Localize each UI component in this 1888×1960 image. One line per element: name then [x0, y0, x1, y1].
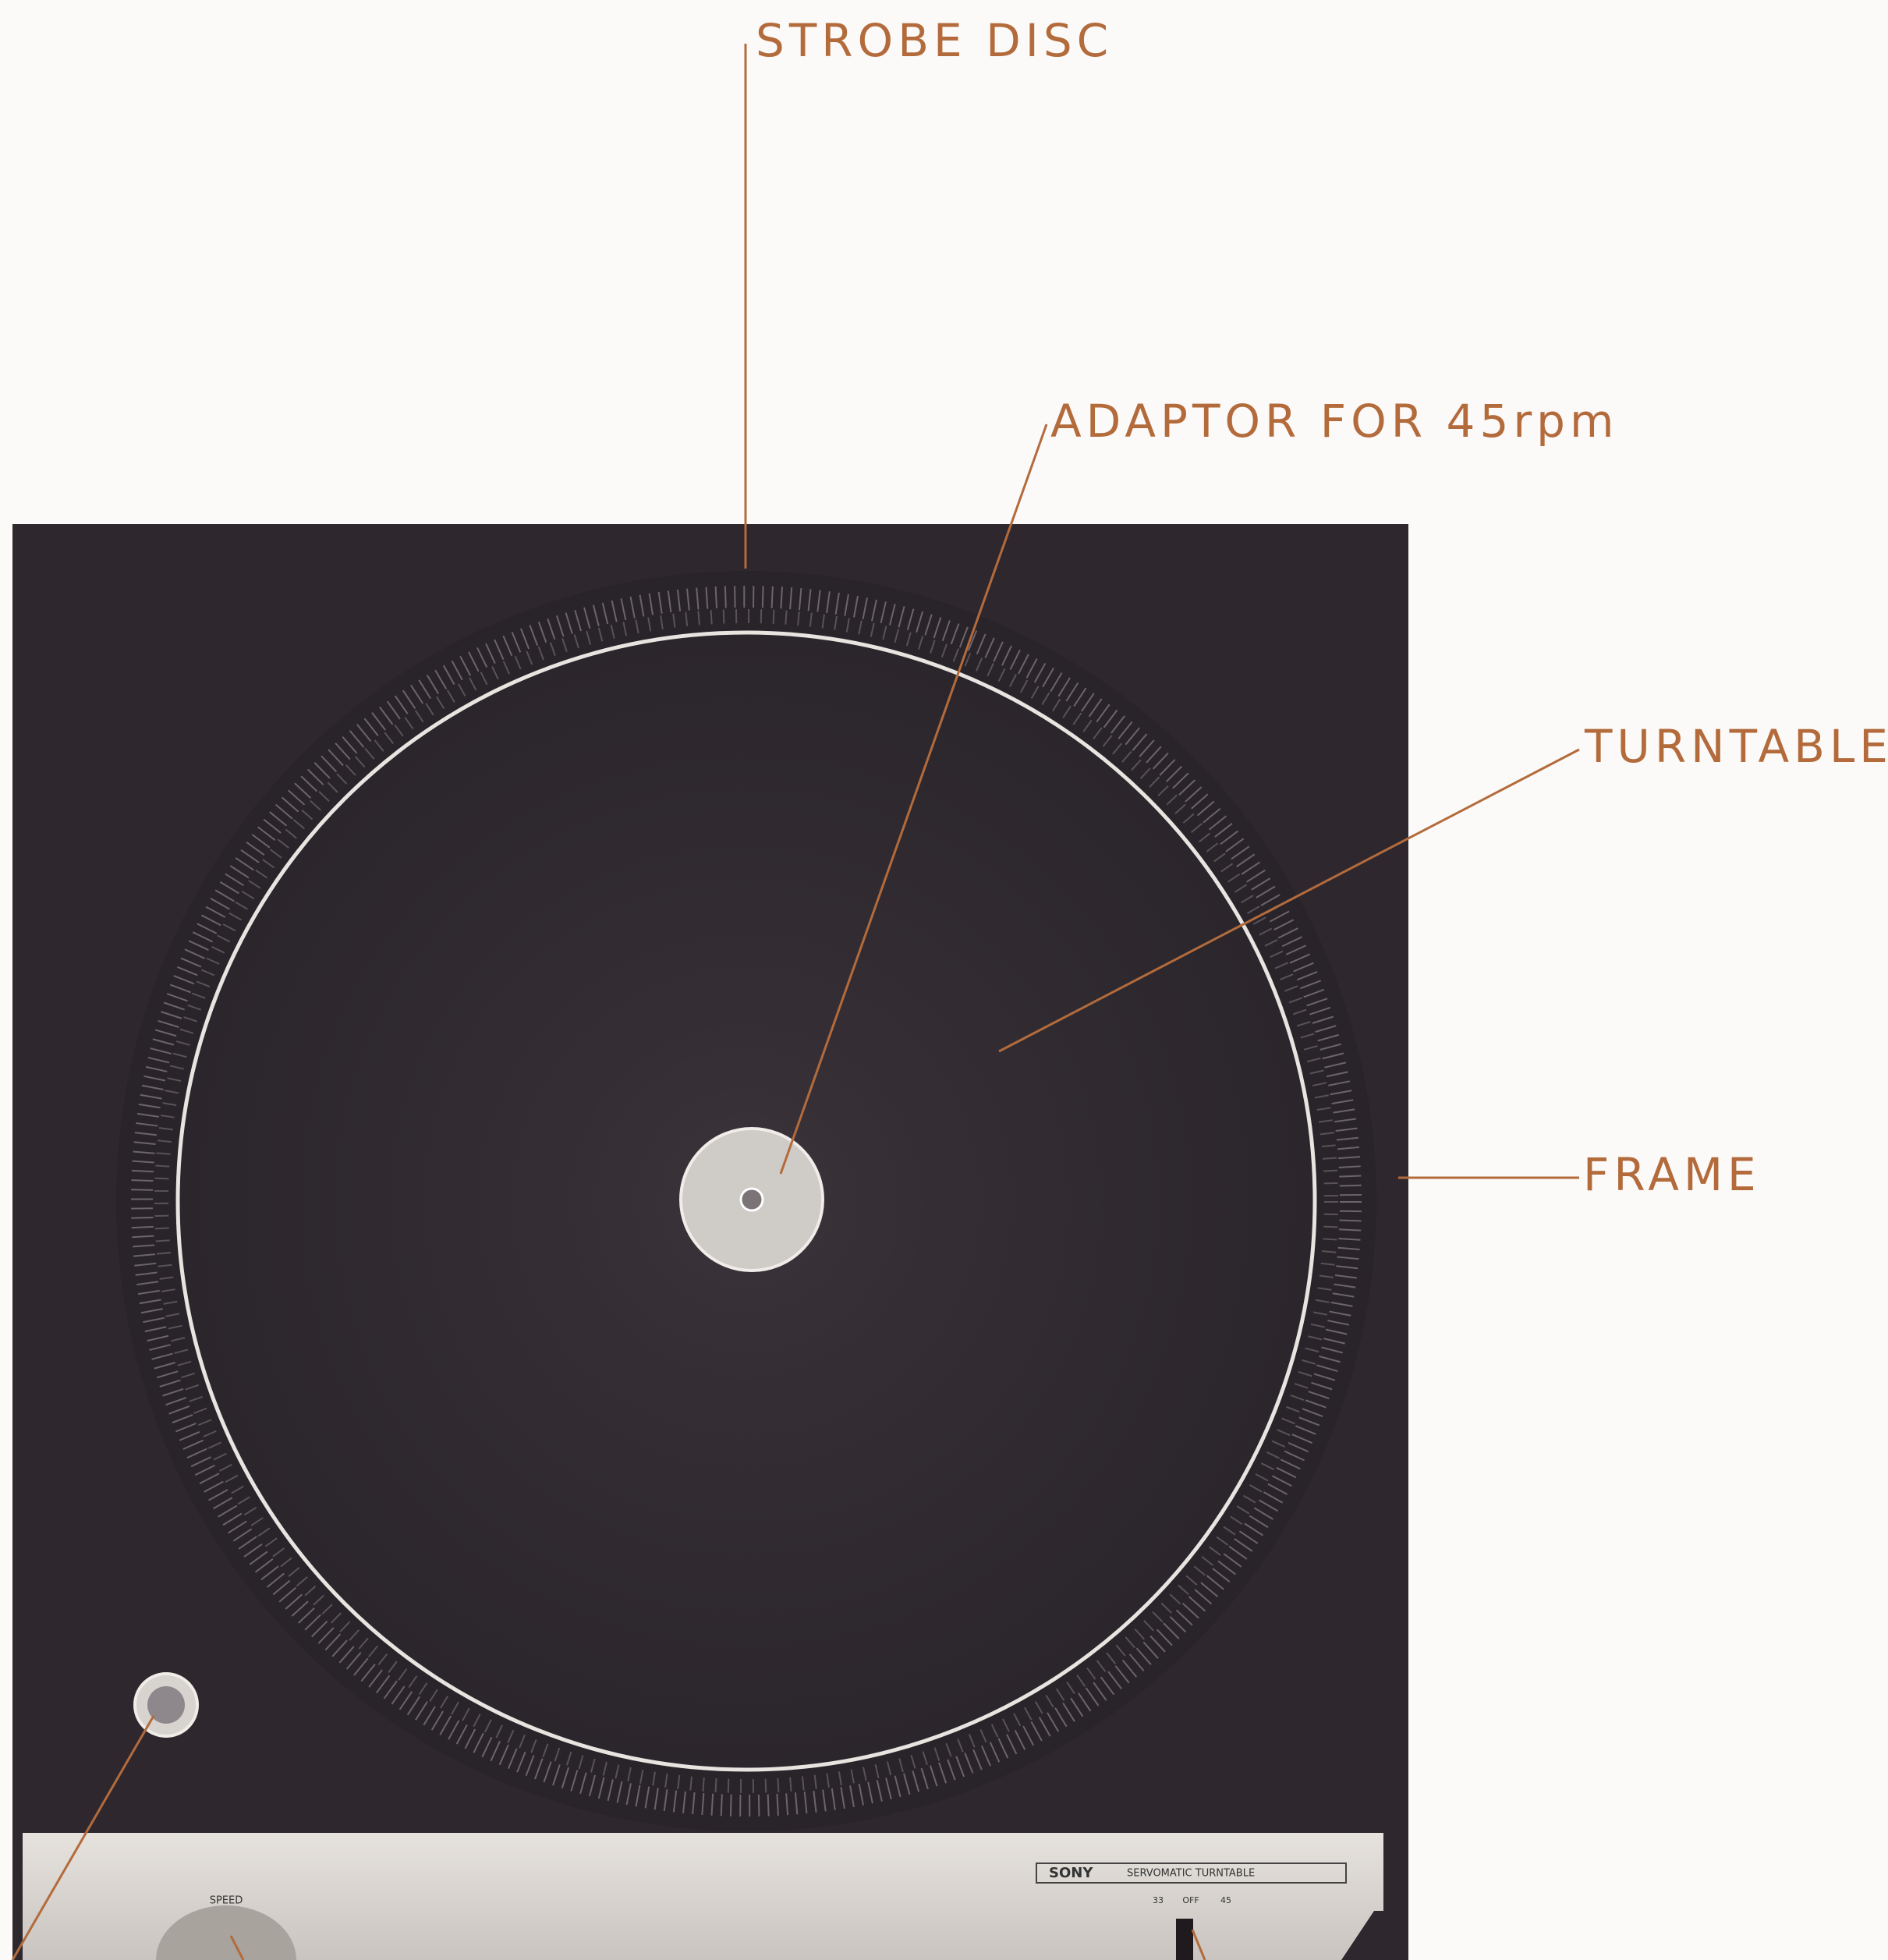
switch-33: 33	[1153, 1895, 1164, 1905]
label-turntable: TURNTABLE	[1584, 720, 1888, 773]
label-frame: FRAME	[1583, 1148, 1761, 1201]
model: SERVOMATIC TURNTABLE	[1127, 1868, 1255, 1880]
brand: SONY	[1049, 1865, 1093, 1881]
speed-label: SPEED	[210, 1895, 243, 1907]
label-strobe-disc: STROBE DISC	[756, 14, 1113, 67]
label-adaptor: ADAPTOR FOR 45rpm	[1050, 395, 1619, 448]
speed-switch	[1176, 1919, 1193, 1960]
switch-off: OFF	[1182, 1895, 1199, 1905]
switch-45: 45	[1220, 1895, 1231, 1905]
diagram: SPEED SONY SERVOMATIC TURNTABLE 33 OFF 4…	[0, 0, 1888, 1960]
spindle	[741, 1189, 763, 1210]
